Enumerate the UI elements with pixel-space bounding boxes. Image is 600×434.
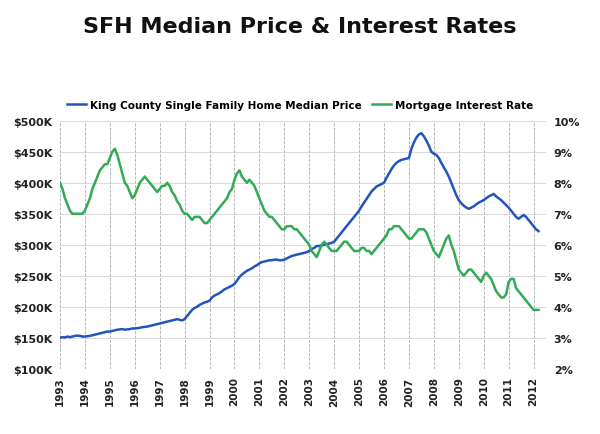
Legend: King County Single Family Home Median Price, Mortgage Interest Rate: King County Single Family Home Median Pr…: [63, 96, 537, 115]
Text: SFH Median Price & Interest Rates: SFH Median Price & Interest Rates: [83, 17, 517, 37]
